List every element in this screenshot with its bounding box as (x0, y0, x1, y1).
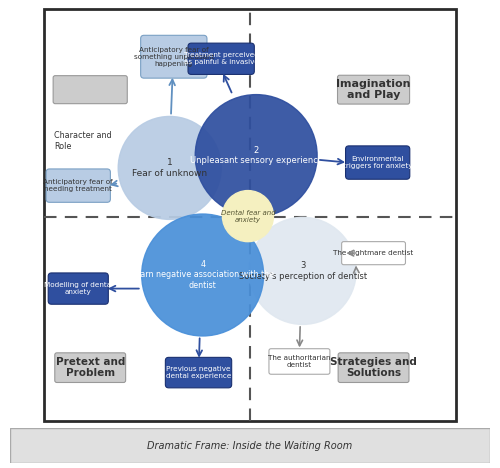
FancyBboxPatch shape (346, 146, 410, 179)
Text: 3
Society's perception of dentist: 3 Society's perception of dentist (238, 261, 367, 281)
Text: Treatment perceived
as painful & invasive: Treatment perceived as painful & invasiv… (184, 52, 258, 65)
FancyBboxPatch shape (140, 35, 207, 78)
Text: Modelling of dental
anxiety: Modelling of dental anxiety (44, 282, 113, 295)
Text: Imagination
and Play: Imagination and Play (336, 79, 411, 101)
Text: 2
Unpleasant sensory experience: 2 Unpleasant sensory experience (190, 146, 322, 165)
FancyBboxPatch shape (55, 353, 126, 382)
Text: 1
Fear of unknown: 1 Fear of unknown (132, 158, 208, 178)
Circle shape (142, 214, 264, 336)
Text: Strategies and
Solutions: Strategies and Solutions (330, 357, 417, 379)
Text: Anticipatory fear of
something unpleasant
happening: Anticipatory fear of something unpleasan… (134, 47, 214, 67)
Text: Dramatic Frame: Inside the Waiting Room: Dramatic Frame: Inside the Waiting Room (148, 441, 352, 451)
Text: Dental fear and
anxiety: Dental fear and anxiety (220, 210, 276, 223)
Circle shape (118, 117, 221, 219)
FancyBboxPatch shape (188, 43, 254, 74)
FancyBboxPatch shape (166, 358, 232, 388)
Text: The authoritarian
dentist: The authoritarian dentist (268, 355, 330, 368)
FancyBboxPatch shape (338, 75, 409, 104)
Text: Character and
Role: Character and Role (54, 132, 112, 151)
Text: The nightmare dentist: The nightmare dentist (334, 250, 413, 256)
FancyBboxPatch shape (48, 273, 108, 304)
Circle shape (222, 190, 274, 241)
Text: Pretext and
Problem: Pretext and Problem (56, 357, 125, 379)
FancyBboxPatch shape (269, 349, 330, 374)
FancyBboxPatch shape (46, 169, 110, 202)
FancyBboxPatch shape (44, 9, 456, 421)
Circle shape (195, 95, 317, 217)
FancyBboxPatch shape (338, 353, 409, 382)
FancyBboxPatch shape (10, 428, 490, 463)
Text: 4
Learn negative association with the
dentist: 4 Learn negative association with the de… (131, 260, 274, 290)
FancyBboxPatch shape (53, 76, 128, 104)
Text: Anticipatory fear of
needing treatment: Anticipatory fear of needing treatment (44, 179, 113, 192)
FancyBboxPatch shape (342, 241, 406, 265)
Text: Environmental
triggers for anxiety: Environmental triggers for anxiety (343, 156, 412, 169)
Circle shape (249, 217, 356, 324)
Text: Previous negative
dental experience: Previous negative dental experience (166, 366, 231, 379)
